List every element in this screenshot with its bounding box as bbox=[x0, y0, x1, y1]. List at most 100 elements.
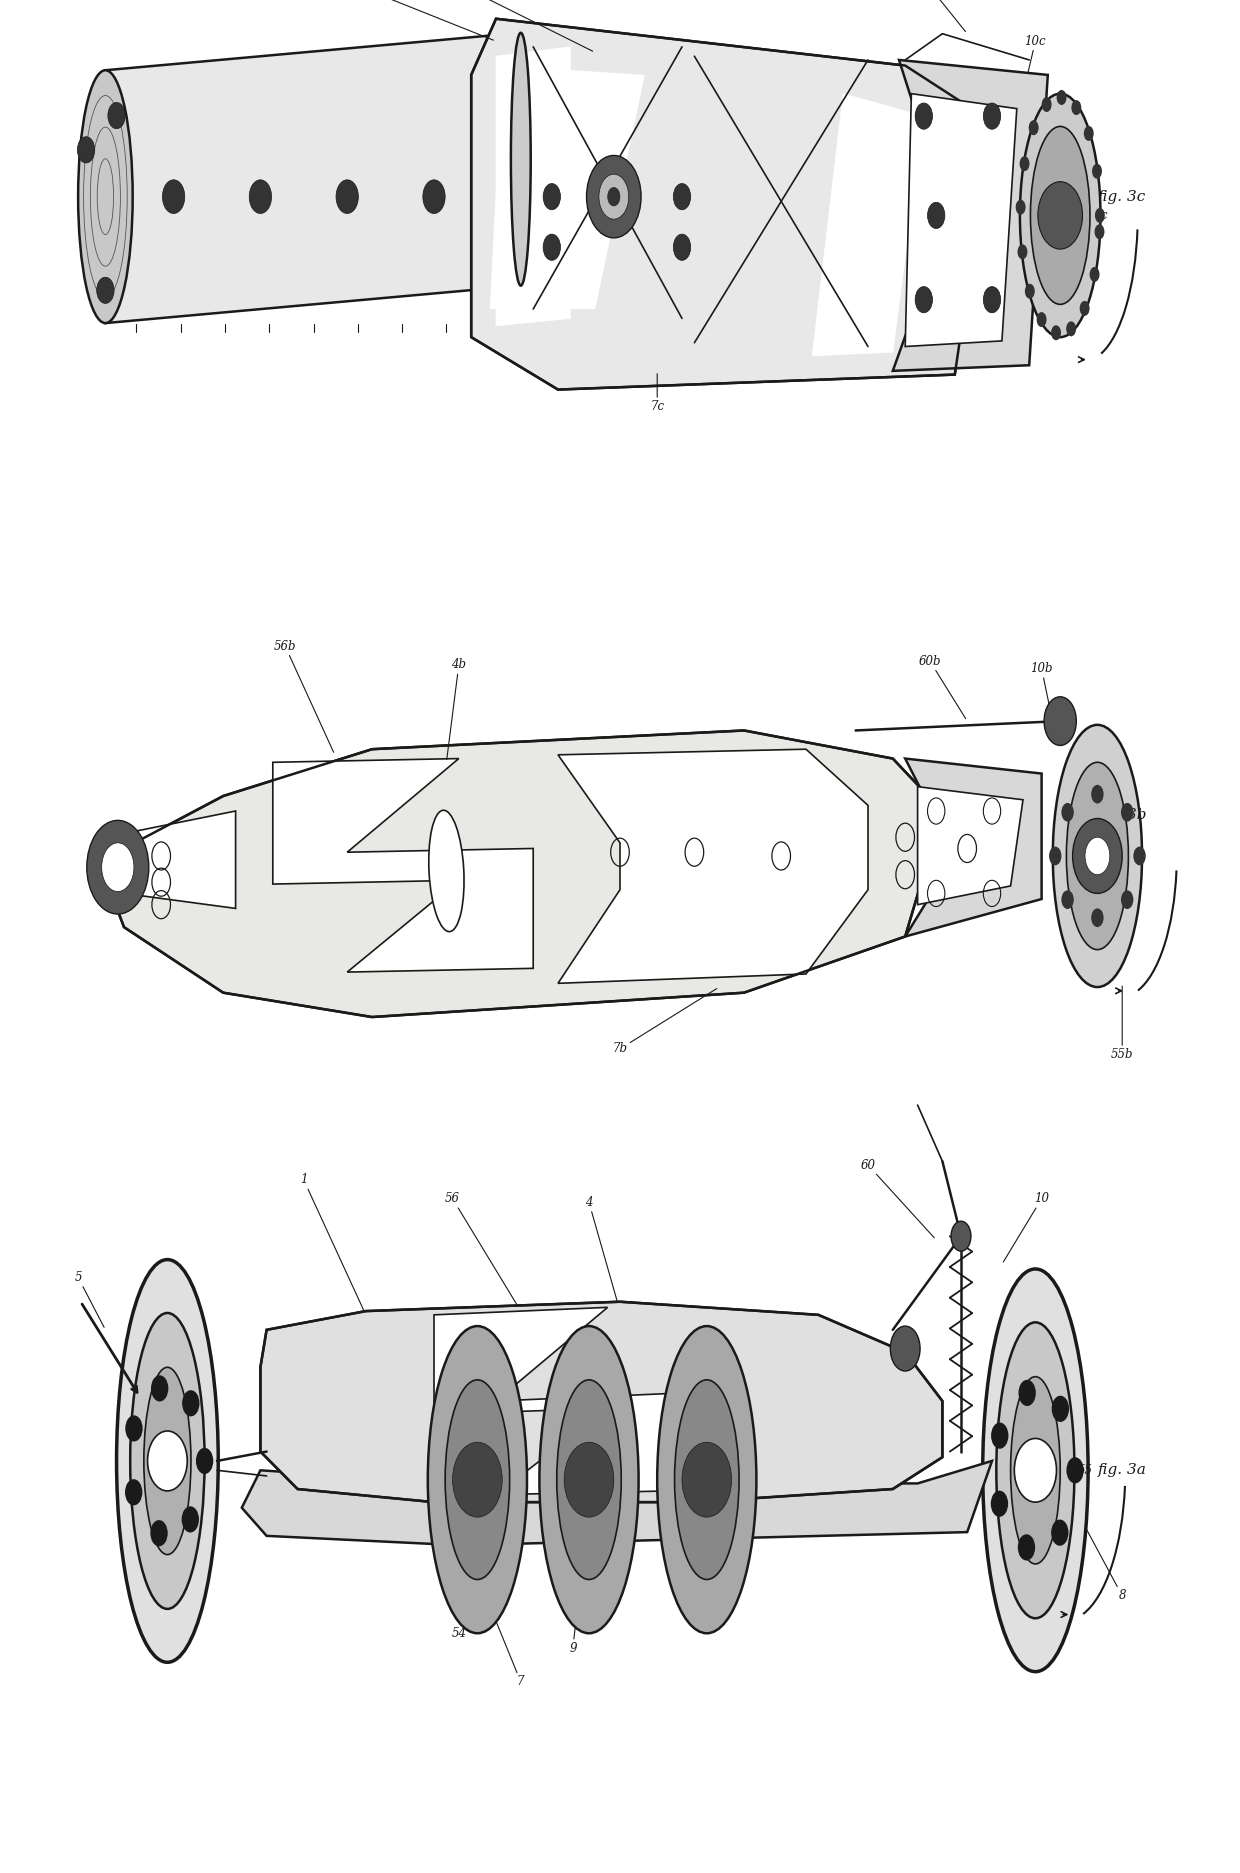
Text: 60c: 60c bbox=[906, 0, 966, 32]
Text: 8: 8 bbox=[1086, 1528, 1126, 1601]
Circle shape bbox=[1121, 804, 1133, 822]
Circle shape bbox=[1121, 890, 1133, 908]
Circle shape bbox=[77, 137, 94, 163]
Circle shape bbox=[1038, 182, 1083, 249]
Circle shape bbox=[125, 1480, 143, 1506]
Circle shape bbox=[543, 184, 560, 210]
Circle shape bbox=[1024, 283, 1034, 298]
Circle shape bbox=[1085, 837, 1110, 875]
Circle shape bbox=[599, 174, 629, 219]
Text: 4: 4 bbox=[585, 1197, 619, 1309]
Ellipse shape bbox=[657, 1326, 756, 1633]
Polygon shape bbox=[105, 32, 521, 322]
Polygon shape bbox=[434, 1307, 670, 1495]
Circle shape bbox=[564, 1442, 614, 1517]
Circle shape bbox=[1018, 243, 1028, 258]
Ellipse shape bbox=[982, 1270, 1089, 1671]
Circle shape bbox=[1073, 819, 1122, 893]
Circle shape bbox=[1018, 1534, 1035, 1560]
Polygon shape bbox=[558, 749, 868, 983]
Circle shape bbox=[1095, 208, 1105, 223]
Circle shape bbox=[1052, 326, 1061, 341]
Text: 55c: 55c bbox=[1086, 210, 1109, 221]
Circle shape bbox=[673, 184, 691, 210]
Text: fig. 3c: fig. 3c bbox=[1099, 189, 1146, 204]
Text: 7c: 7c bbox=[650, 373, 665, 412]
Polygon shape bbox=[918, 787, 1023, 905]
Circle shape bbox=[983, 103, 1001, 129]
Text: 4b: 4b bbox=[446, 659, 466, 760]
Text: 7: 7 bbox=[466, 1547, 525, 1688]
Text: 60b: 60b bbox=[919, 656, 966, 719]
Circle shape bbox=[1044, 697, 1076, 745]
Ellipse shape bbox=[445, 1380, 510, 1579]
Ellipse shape bbox=[1011, 1377, 1060, 1564]
Polygon shape bbox=[812, 94, 924, 356]
Circle shape bbox=[150, 1521, 167, 1547]
Circle shape bbox=[1091, 785, 1104, 804]
Polygon shape bbox=[905, 94, 1017, 347]
Circle shape bbox=[182, 1390, 200, 1416]
Text: 55: 55 bbox=[1071, 1465, 1092, 1476]
Text: 10c: 10c bbox=[1024, 36, 1047, 92]
Ellipse shape bbox=[144, 1367, 191, 1555]
Circle shape bbox=[1052, 1519, 1069, 1545]
Circle shape bbox=[1090, 268, 1100, 283]
Text: 56c: 56c bbox=[460, 0, 593, 51]
Circle shape bbox=[890, 1326, 920, 1371]
Circle shape bbox=[162, 180, 185, 214]
Circle shape bbox=[928, 202, 945, 229]
Circle shape bbox=[1018, 1380, 1035, 1407]
Ellipse shape bbox=[78, 69, 133, 322]
Text: 1: 1 bbox=[300, 1174, 365, 1313]
Circle shape bbox=[915, 103, 932, 129]
Circle shape bbox=[249, 180, 272, 214]
Circle shape bbox=[1091, 908, 1104, 927]
Circle shape bbox=[102, 843, 134, 892]
Polygon shape bbox=[99, 730, 942, 1017]
Text: fig. 3b: fig. 3b bbox=[1097, 807, 1147, 822]
Circle shape bbox=[151, 1375, 169, 1401]
Circle shape bbox=[97, 277, 114, 303]
Circle shape bbox=[608, 187, 620, 206]
Circle shape bbox=[991, 1422, 1008, 1448]
Circle shape bbox=[1037, 313, 1047, 328]
Circle shape bbox=[1061, 890, 1074, 908]
Text: 7b: 7b bbox=[613, 989, 717, 1054]
Circle shape bbox=[1052, 1395, 1069, 1422]
Text: 5: 5 bbox=[74, 1272, 104, 1328]
Circle shape bbox=[1014, 1438, 1056, 1502]
Circle shape bbox=[108, 103, 125, 129]
Circle shape bbox=[1029, 120, 1039, 135]
Polygon shape bbox=[893, 60, 1048, 371]
Polygon shape bbox=[260, 1302, 942, 1502]
Ellipse shape bbox=[675, 1380, 739, 1579]
Circle shape bbox=[1066, 322, 1076, 337]
Circle shape bbox=[1080, 302, 1090, 317]
Text: 60: 60 bbox=[861, 1159, 934, 1238]
Circle shape bbox=[1056, 90, 1066, 105]
Circle shape bbox=[148, 1431, 187, 1491]
Ellipse shape bbox=[511, 32, 531, 285]
Polygon shape bbox=[124, 811, 236, 908]
Circle shape bbox=[673, 234, 691, 260]
Ellipse shape bbox=[557, 1380, 621, 1579]
Text: 10b: 10b bbox=[1030, 663, 1056, 738]
Ellipse shape bbox=[1030, 125, 1090, 303]
Circle shape bbox=[1042, 97, 1052, 112]
Circle shape bbox=[336, 180, 358, 214]
Circle shape bbox=[1049, 847, 1061, 865]
Ellipse shape bbox=[428, 1326, 527, 1633]
Circle shape bbox=[991, 1491, 1008, 1517]
Circle shape bbox=[915, 287, 932, 313]
Circle shape bbox=[181, 1506, 198, 1532]
Ellipse shape bbox=[130, 1313, 205, 1609]
Ellipse shape bbox=[117, 1259, 218, 1663]
Circle shape bbox=[1016, 200, 1025, 215]
Circle shape bbox=[587, 155, 641, 238]
Circle shape bbox=[1061, 804, 1074, 822]
Text: fig. 3a: fig. 3a bbox=[1097, 1463, 1147, 1478]
Ellipse shape bbox=[996, 1322, 1074, 1618]
Circle shape bbox=[453, 1442, 502, 1517]
Circle shape bbox=[951, 1221, 971, 1251]
